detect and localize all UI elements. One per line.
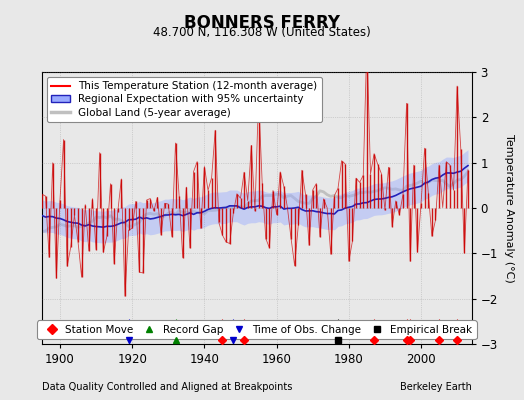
- Text: Data Quality Controlled and Aligned at Breakpoints: Data Quality Controlled and Aligned at B…: [42, 382, 292, 392]
- Text: Berkeley Earth: Berkeley Earth: [400, 382, 472, 392]
- Legend: Station Move, Record Gap, Time of Obs. Change, Empirical Break: Station Move, Record Gap, Time of Obs. C…: [37, 320, 476, 339]
- Text: BONNERS FERRY: BONNERS FERRY: [184, 14, 340, 32]
- Text: 48.700 N, 116.308 W (United States): 48.700 N, 116.308 W (United States): [153, 26, 371, 39]
- Y-axis label: Temperature Anomaly (°C): Temperature Anomaly (°C): [504, 134, 514, 282]
